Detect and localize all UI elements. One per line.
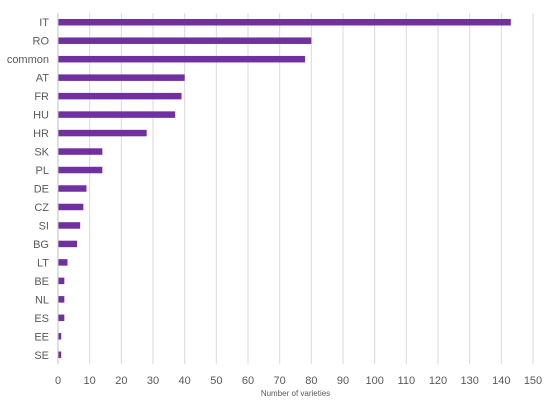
x-tick-label: 30: [147, 375, 159, 387]
category-label-de: DE: [34, 184, 49, 196]
x-tick-label: 90: [337, 375, 349, 387]
bar-se: [58, 351, 62, 359]
x-tick-label: 0: [55, 375, 61, 387]
bar-lt: [58, 259, 68, 266]
category-label-lt: LT: [37, 257, 49, 269]
category-label-it: IT: [39, 17, 49, 29]
x-tick-label: 50: [210, 375, 222, 387]
category-label-cz: CZ: [34, 202, 49, 214]
x-tick-label: 150: [524, 375, 542, 387]
category-label-fr: FR: [34, 91, 49, 103]
x-tick-label: 100: [365, 375, 383, 387]
bars: [58, 18, 511, 359]
category-label-sk: SK: [34, 147, 49, 159]
x-tick-label: 20: [115, 375, 127, 387]
bar-si: [58, 222, 81, 229]
category-label-ro: RO: [33, 36, 50, 48]
category-label-be: BE: [34, 276, 49, 288]
category-label-hr: HR: [33, 128, 49, 140]
x-tick-label: 60: [242, 375, 254, 387]
gridlines: [89, 13, 534, 364]
bar-es: [58, 314, 65, 322]
x-tick-label: 10: [84, 375, 96, 387]
category-label-se: SE: [34, 350, 49, 362]
x-tick-label: 80: [305, 375, 317, 387]
category-label-es: ES: [34, 313, 49, 325]
category-label-ee: EE: [34, 331, 49, 343]
bar-be: [58, 277, 65, 285]
bar-it: [58, 18, 511, 26]
category-labels: IT RO common AT FR HU HR SK PL DE CZ SI BG LT BE NL ES EE…: [7, 17, 50, 362]
bar-at: [58, 74, 185, 81]
bar-bg: [58, 240, 77, 248]
category-label-pl: PL: [36, 165, 49, 177]
x-tick-label: 120: [429, 375, 447, 387]
bar-hr: [58, 129, 147, 137]
category-label-common: common: [7, 54, 49, 66]
bar-fr: [58, 92, 182, 100]
bar-hu: [58, 111, 176, 118]
bar-cz: [58, 203, 84, 211]
category-label-hu: HU: [33, 110, 49, 122]
bar-pl: [58, 166, 103, 174]
category-label-at: AT: [36, 73, 50, 85]
x-tick-label: 140: [492, 375, 510, 387]
bar-ee: [58, 333, 62, 340]
x-axis-tick-labels: 0 10 20 30 40 50 60 70 80 90 100 110 120 130 140 150: [55, 375, 542, 387]
x-tick-label: 110: [398, 375, 416, 387]
bar-sk: [58, 148, 103, 155]
x-axis-title: Number of varieties: [261, 389, 330, 398]
category-label-nl: NL: [35, 294, 49, 306]
x-tick-label: 130: [460, 375, 478, 387]
x-tick-label: 40: [179, 375, 191, 387]
x-tick-label: 70: [274, 375, 286, 387]
category-label-si: SI: [39, 220, 49, 232]
category-label-bg: BG: [33, 239, 49, 251]
bar-de: [58, 185, 87, 192]
bar-common: [58, 55, 305, 63]
bar-nl: [58, 296, 65, 303]
bar-ro: [58, 37, 312, 44]
